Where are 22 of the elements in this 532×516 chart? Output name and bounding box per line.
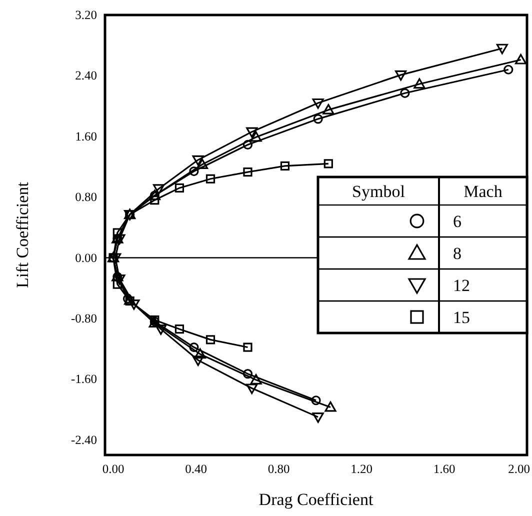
legend-title: Mach <box>464 182 503 201</box>
x-tick-label: 0.40 <box>185 462 207 476</box>
y-tick-label: 3.20 <box>75 8 97 22</box>
y-axis-title: Lift Coefficient <box>13 182 32 288</box>
y-tick-label: 1.60 <box>75 129 97 144</box>
annotation: Symbol <box>352 182 406 201</box>
x-axis-title: Drag Coefficient <box>258 490 374 509</box>
y-tick-label: -0.80 <box>70 311 97 326</box>
y-tick-label: 0.00 <box>75 250 97 265</box>
x-tick-label: 1.60 <box>433 462 456 476</box>
y-tick-label: 2.40 <box>75 68 97 83</box>
legend-label: 12 <box>453 276 470 295</box>
y-tick-label: -2.40 <box>70 432 97 447</box>
x-tick-label: 0.00 <box>102 462 124 476</box>
x-tick-label: 2.00 <box>508 462 530 476</box>
x-tick-label: 1.20 <box>350 462 372 476</box>
y-tick-label: 0.80 <box>75 190 97 204</box>
legend-label: 6 <box>453 212 462 231</box>
y-tick-label: -1.60 <box>70 372 97 386</box>
legend-label: 8 <box>453 244 462 263</box>
x-tick-label: 0.80 <box>268 462 290 476</box>
legend-label: 15 <box>453 308 470 327</box>
